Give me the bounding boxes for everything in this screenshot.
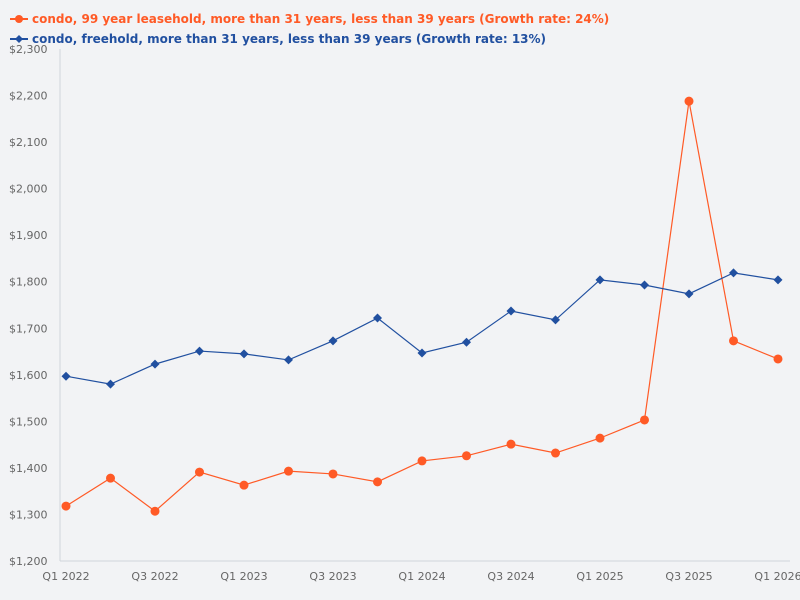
data-point — [640, 280, 649, 290]
legend-label: condo, 99 year leasehold, more than 31 y… — [32, 12, 610, 26]
x-tick-label: Q1 2022 — [42, 570, 89, 583]
y-tick-label: $1,900 — [9, 229, 48, 242]
data-point — [729, 268, 738, 278]
data-point — [195, 346, 204, 356]
data-point — [150, 359, 160, 369]
data-point — [284, 355, 293, 365]
x-tick-label: Q1 2024 — [398, 570, 445, 583]
data-point — [640, 415, 649, 425]
y-tick-label: $2,300 — [9, 43, 48, 56]
x-tick-label: Q1 2026 — [754, 570, 800, 583]
legend-item-leasehold[interactable]: condo, 99 year leasehold, more than 31 y… — [10, 9, 609, 29]
data-point — [417, 456, 427, 466]
data-point — [551, 448, 560, 458]
data-point — [684, 289, 694, 299]
data-point — [373, 477, 382, 487]
data-point — [773, 275, 783, 285]
x-tick-label: Q3 2025 — [665, 570, 712, 583]
y-tick-label: $1,500 — [9, 415, 48, 428]
data-point — [729, 336, 738, 346]
data-point — [284, 466, 293, 476]
legend: condo, 99 year leasehold, more than 31 y… — [10, 9, 609, 49]
data-point — [239, 480, 249, 490]
data-point — [417, 348, 427, 358]
data-point — [551, 315, 560, 325]
y-tick-label: $2,100 — [9, 136, 48, 149]
series-line-0 — [65, 101, 779, 512]
series-line-1 — [65, 272, 779, 385]
x-tick-label: Q3 2022 — [131, 570, 178, 583]
legend-item-freehold[interactable]: condo, freehold, more than 31 years, les… — [10, 29, 609, 49]
y-tick-label: $2,000 — [9, 183, 48, 196]
y-tick-label: $1,200 — [9, 555, 48, 568]
y-tick-label: $1,800 — [9, 276, 48, 289]
data-point — [61, 501, 71, 511]
y-tick-label: $1,400 — [9, 462, 48, 475]
legend-label: condo, freehold, more than 31 years, les… — [32, 32, 547, 46]
data-point — [239, 349, 249, 359]
x-tick-label: Q3 2023 — [309, 570, 356, 583]
data-point — [595, 433, 605, 443]
data-point — [61, 371, 71, 381]
data-point — [506, 439, 516, 449]
data-point — [773, 354, 783, 364]
data-point — [462, 337, 471, 347]
diamond-marker-icon — [10, 35, 28, 43]
data-point — [595, 275, 605, 285]
x-tick-label: Q3 2024 — [487, 570, 534, 583]
y-tick-label: $2,200 — [9, 90, 48, 103]
data-point — [328, 469, 338, 479]
data-point — [462, 451, 471, 461]
data-point — [150, 506, 160, 516]
data-point — [684, 96, 694, 106]
data-point — [195, 467, 204, 477]
x-tick-label: Q1 2025 — [576, 570, 623, 583]
data-point — [373, 313, 382, 323]
y-tick-label: $1,300 — [9, 508, 48, 521]
x-tick-label: Q1 2023 — [220, 570, 267, 583]
y-tick-label: $1,600 — [9, 369, 48, 382]
data-point — [328, 336, 338, 346]
circle-marker-icon — [10, 15, 28, 23]
y-tick-label: $1,700 — [9, 322, 48, 335]
data-point — [106, 473, 115, 483]
data-point — [506, 306, 516, 316]
data-point — [106, 379, 115, 389]
